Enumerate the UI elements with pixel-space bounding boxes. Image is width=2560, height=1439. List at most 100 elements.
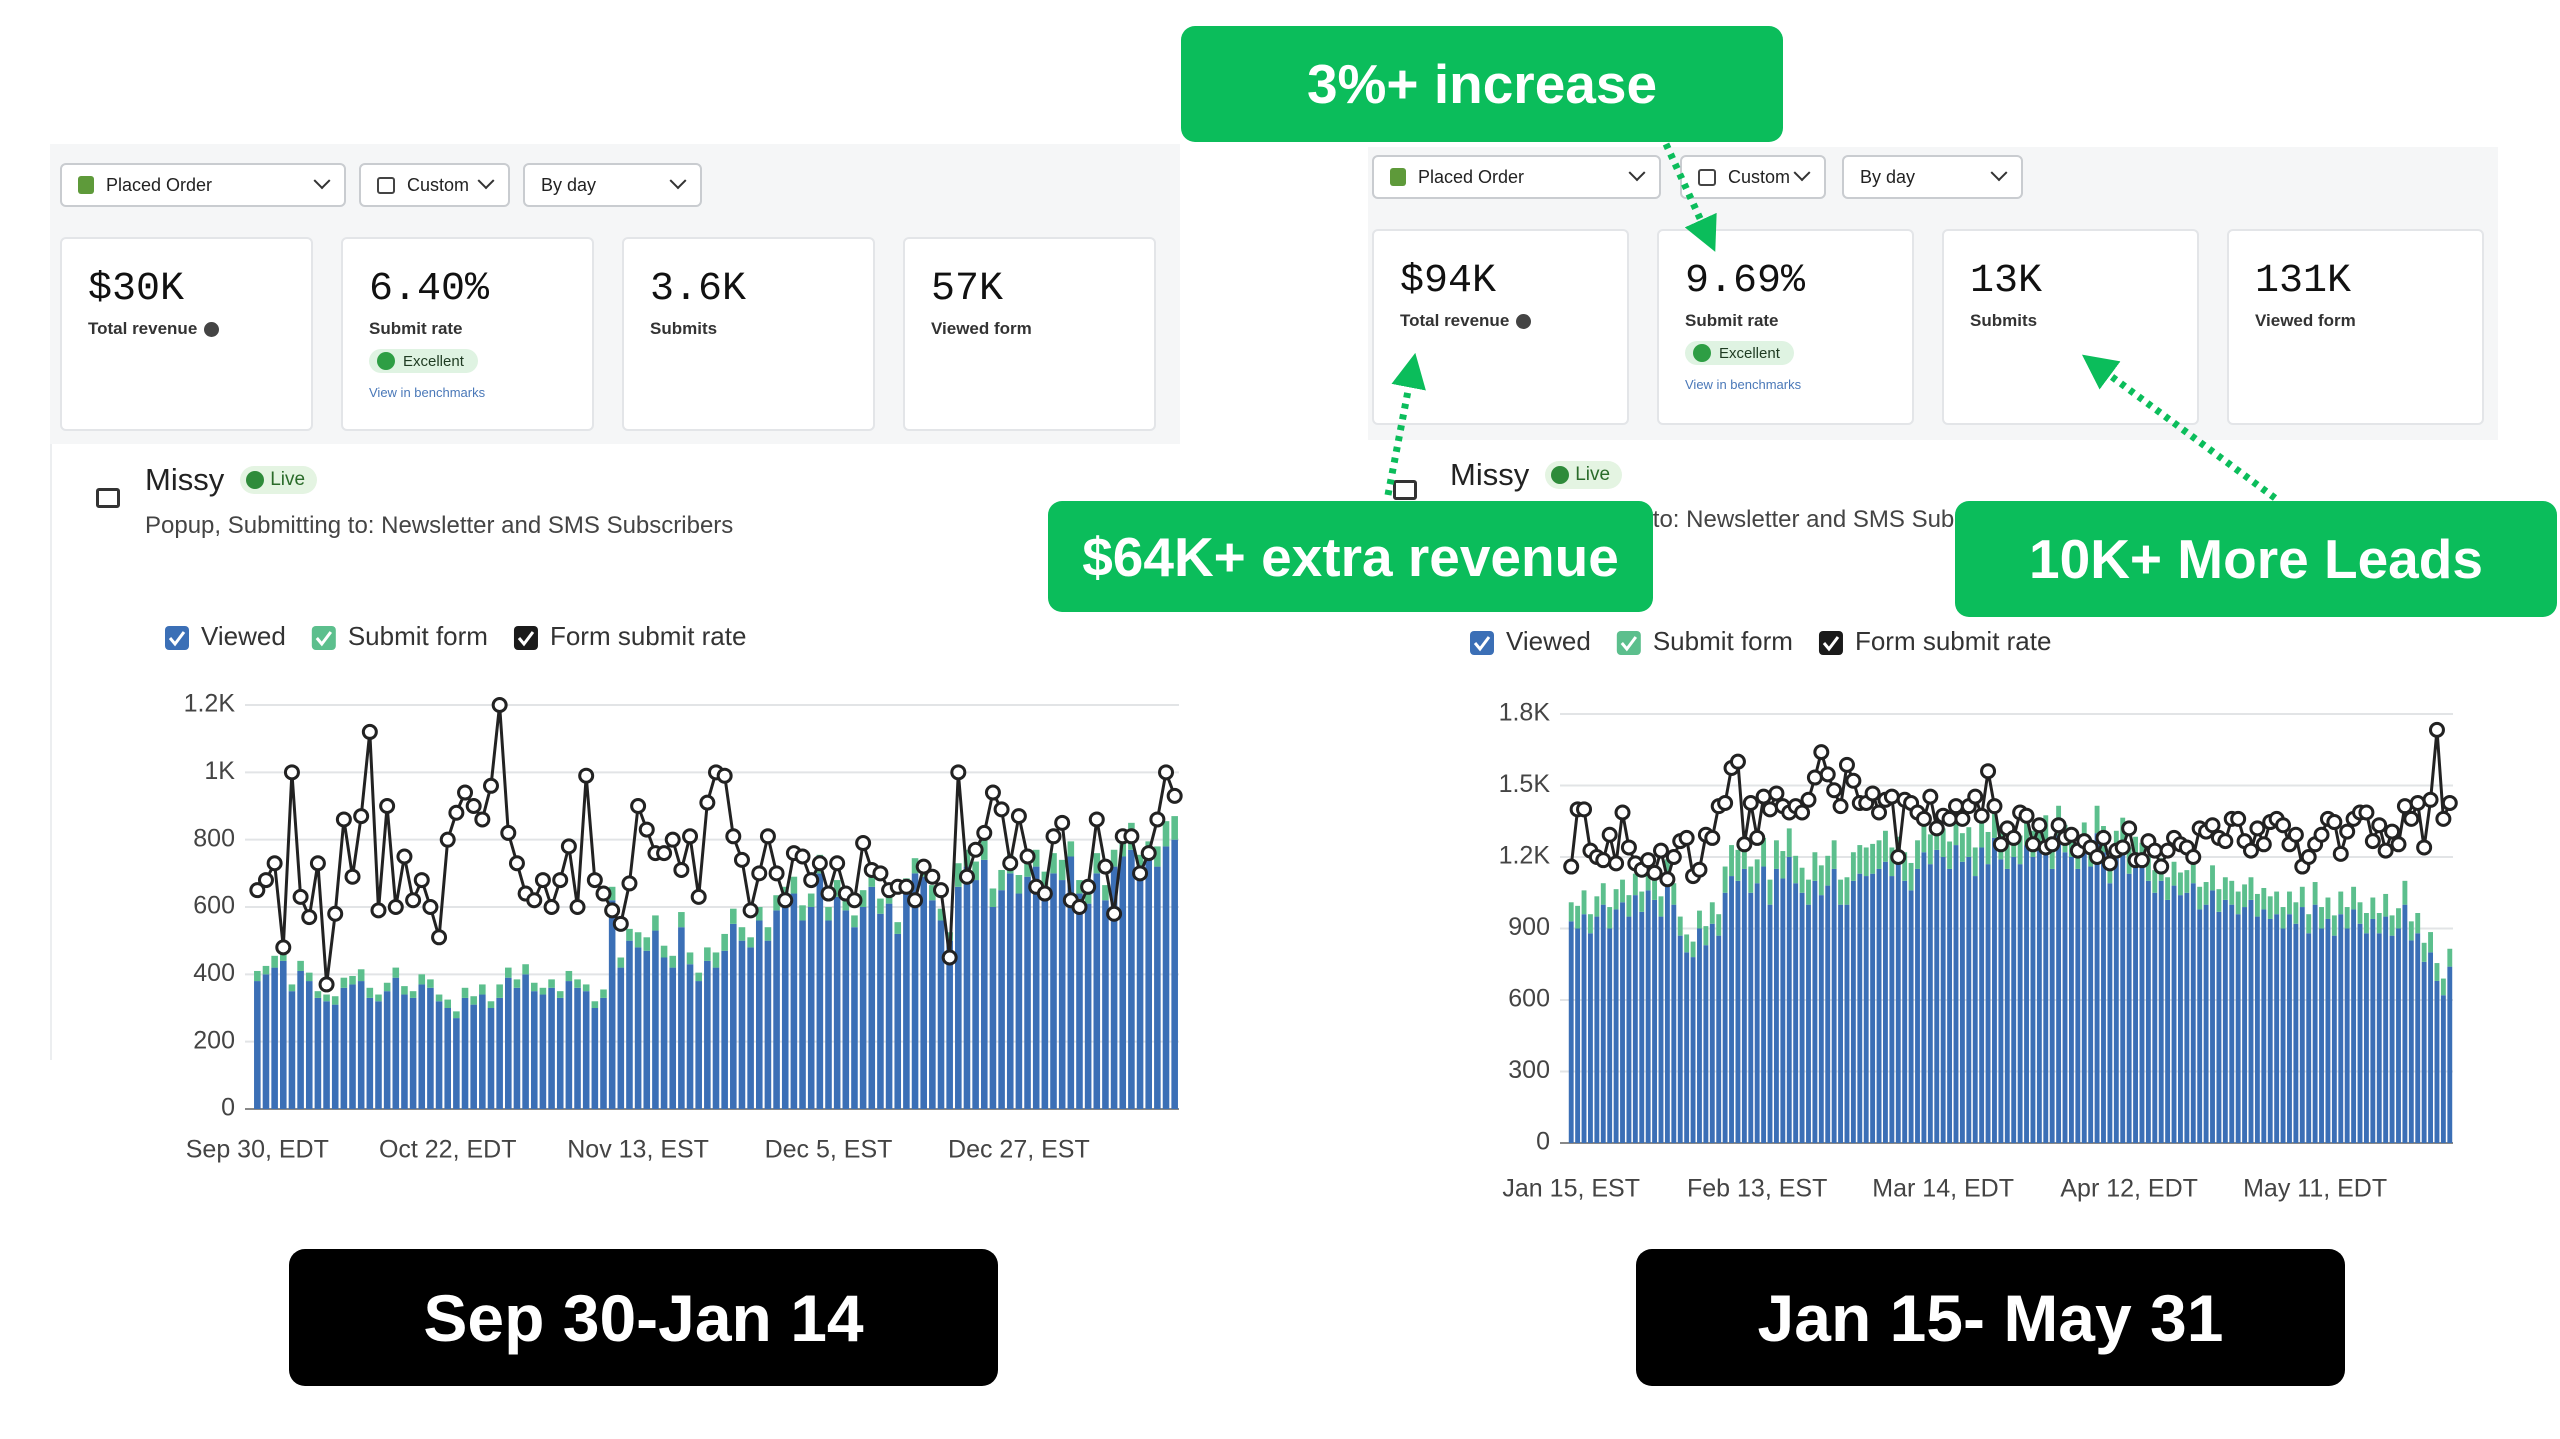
rate-point [1640, 852, 1657, 869]
dropdown[interactable]: Custom [359, 163, 510, 207]
bar [1102, 900, 1109, 1109]
metric-label-text: Submit rate [369, 319, 463, 338]
bar [2242, 884, 2248, 908]
rate-point [413, 872, 430, 889]
x-tick-label: Dec 27, EST [948, 1136, 1090, 1164]
rate-point [1826, 782, 1843, 799]
bar [1716, 914, 1722, 936]
bar [2171, 885, 2177, 1143]
bar [375, 994, 382, 1002]
bar [1972, 876, 1978, 1143]
bar [989, 888, 997, 907]
annotation: 3%+ increase [1181, 26, 1783, 142]
status-badge: Live [1545, 461, 1623, 489]
bar [2325, 918, 2331, 1143]
bar [833, 896, 841, 1109]
bar [807, 893, 815, 907]
rate-point [1080, 878, 1097, 895]
bar [2088, 866, 2094, 1143]
rate-point [690, 888, 707, 905]
bar [574, 979, 581, 988]
rate-point [1019, 848, 1036, 865]
bar [868, 886, 876, 1109]
bar [2229, 880, 2235, 905]
bar [2357, 923, 2363, 1143]
bar [2363, 933, 2369, 1143]
bar [1940, 857, 1946, 1143]
bar [2299, 886, 2305, 908]
bar [1684, 934, 1690, 953]
rate-point [1883, 788, 1900, 805]
bar [1709, 902, 1715, 924]
bar [2248, 899, 2254, 1143]
dropdown[interactable]: By day [523, 163, 702, 207]
bar [1844, 904, 1850, 1143]
bar [2152, 870, 2158, 893]
bar [392, 967, 400, 978]
bar [2203, 904, 2209, 1143]
bar [790, 893, 798, 1109]
bar [505, 977, 512, 1109]
bar [2190, 883, 2196, 1143]
benchmark-link[interactable]: View in benchmarks [369, 385, 486, 400]
bar [2421, 961, 2427, 1143]
rate-point [370, 902, 387, 919]
bar [1110, 866, 1118, 1109]
dropdown[interactable]: By day [1842, 155, 2023, 199]
dropdown[interactable]: Placed Order [1372, 155, 1661, 199]
bar [2389, 915, 2395, 936]
rate-point [2441, 794, 2458, 811]
bar [2036, 849, 2042, 1143]
rate-point [751, 865, 768, 882]
legend-checkbox [165, 626, 189, 650]
bar [980, 839, 988, 860]
bar [998, 869, 1005, 891]
rate-point [266, 855, 283, 872]
rate-point [1071, 899, 1088, 915]
rate-point [933, 882, 950, 899]
rate-point [1010, 808, 1027, 825]
bar [1050, 853, 1057, 874]
bar [1639, 891, 1645, 912]
bar [574, 987, 581, 1109]
bar [1575, 928, 1581, 1143]
rate-point [725, 828, 742, 845]
rate-point [2024, 836, 2041, 853]
bar [479, 984, 486, 995]
rate-point [924, 868, 941, 885]
bar [548, 987, 555, 1109]
bar [1568, 902, 1574, 922]
dropdown-label: By day [1860, 166, 1916, 187]
bar [496, 984, 503, 998]
rate-point [1002, 855, 1019, 872]
bar [2248, 877, 2254, 900]
dropdown[interactable]: Placed Order [60, 163, 346, 207]
bar [1128, 849, 1135, 1109]
benchmark-link[interactable]: View in benchmarks [1685, 377, 1802, 392]
bar [1966, 857, 1972, 1143]
bar [297, 970, 304, 1109]
bar [1613, 909, 1619, 1143]
bar [877, 913, 884, 1109]
legend-check [1620, 636, 1638, 652]
bar [288, 991, 296, 1109]
annotation: 10K+ More Leads [1955, 501, 2557, 617]
bar [435, 994, 443, 1002]
bar [1162, 846, 1170, 1109]
bar [323, 994, 330, 1002]
bar [2351, 909, 2357, 1143]
rate-point [1614, 804, 1631, 821]
info-icon [1516, 313, 1532, 329]
bar [331, 996, 339, 1005]
bar [600, 989, 607, 998]
bar [929, 900, 936, 1109]
rate-point [534, 872, 551, 889]
bar [2287, 891, 2292, 915]
bar [617, 967, 625, 1109]
bar [686, 952, 694, 965]
rate-point [1576, 801, 1593, 818]
bar [1915, 868, 1920, 1143]
rate-point [1036, 885, 1053, 902]
bar [747, 937, 754, 948]
